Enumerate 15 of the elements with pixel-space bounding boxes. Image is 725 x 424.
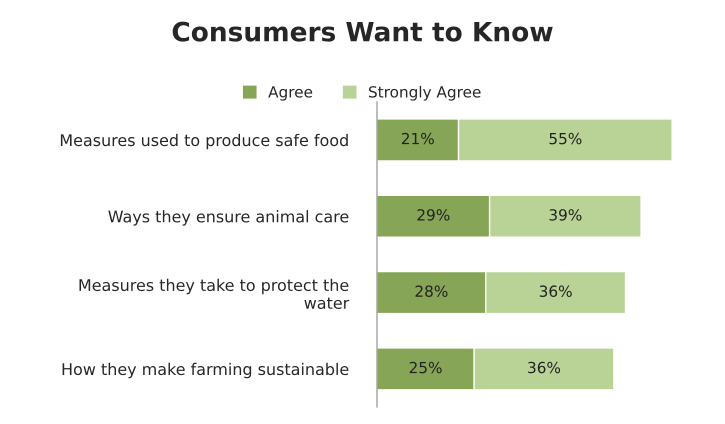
data-label: 28% [416,285,448,297]
data-label: 29% [417,209,450,221]
data-label: 36% [540,285,572,297]
y-tick-label: How they make farming sustainable [62,362,348,378]
y-tick-label: Measures they take to protect the water [80,278,350,310]
data-label: 39% [550,209,582,221]
legend-label: Strongly Agree [368,86,481,101]
data-label: 25% [410,362,442,374]
data-label: 55% [550,132,582,144]
data-label: 21% [402,132,434,144]
legend-label: Agree [268,86,312,101]
y-tick-label: Ways they ensure animal care [108,210,348,226]
data-label: 36% [528,362,560,374]
y-tick-label: Measures used to produce safe food [60,134,348,150]
chart-title: Consumers Want to Know [172,22,553,42]
